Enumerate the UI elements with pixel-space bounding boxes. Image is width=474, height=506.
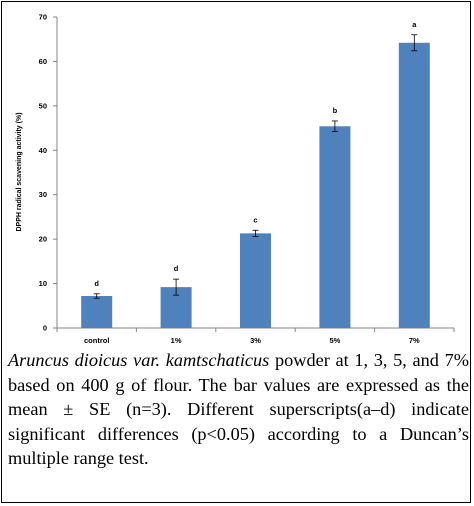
y-tick-label: 0	[43, 324, 47, 333]
x-tick-label: 3%	[250, 336, 261, 345]
x-tick-label: control	[84, 336, 109, 345]
y-tick-label: 20	[39, 235, 47, 244]
y-tick-label: 40	[39, 146, 47, 155]
x-tick-label: 7%	[409, 336, 420, 345]
significance-label: d	[94, 279, 99, 288]
y-axis-title: DPPH radical scavening activity (%)	[16, 112, 23, 231]
significance-label: b	[333, 106, 338, 115]
y-tick-label: 30	[39, 190, 47, 199]
significance-label: d	[174, 264, 179, 273]
bar	[81, 296, 113, 328]
x-tick-label: 5%	[329, 336, 340, 345]
chart-marks: 0 10 20 30 40 50 60 70 d control d 1% c 3% b 5% a 7%	[39, 13, 455, 345]
y-tick-label: 70	[39, 13, 47, 22]
x-tick-label: 1%	[171, 336, 182, 345]
y-tick-label: 60	[39, 57, 47, 66]
y-tick-label: 10	[39, 279, 47, 288]
y-tick-label: 50	[39, 101, 47, 110]
caption-text: powder at 1, 3, 5, and 7% based on 400 g…	[8, 350, 469, 468]
figure-caption: Aruncus dioicus var. kamtschaticus powde…	[8, 348, 469, 471]
bar	[240, 233, 271, 328]
bar	[319, 126, 351, 329]
bar	[398, 42, 430, 329]
bar-chart: DPPH radical scavening activity (%) 0 10 2…	[16, 13, 455, 345]
caption-species: Aruncus dioicus var. kamtschaticus	[8, 350, 270, 370]
significance-label: c	[253, 215, 257, 224]
significance-label: a	[412, 20, 417, 29]
